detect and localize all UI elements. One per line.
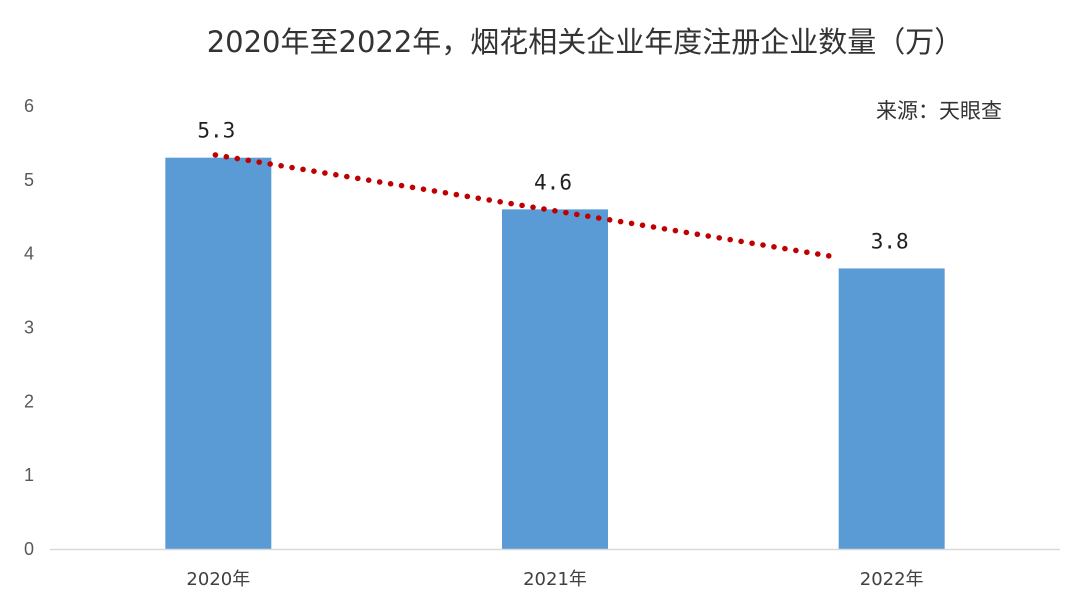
x-axis-ticks: 2020年 2021年 2022年 [186, 569, 923, 590]
y-tick-label: 3 [24, 318, 34, 338]
y-tick-label: 6 [24, 96, 34, 116]
bar-series [165, 157, 945, 549]
y-tick-label: 1 [24, 465, 34, 485]
y-tick-label: 0 [24, 539, 34, 559]
data-labels: 5.3 4.6 3.8 [197, 119, 908, 254]
x-tick-label: 2020年 [186, 569, 250, 590]
bar [165, 157, 272, 549]
y-tick-label: 4 [24, 244, 34, 264]
data-label: 3.8 [871, 229, 909, 253]
chart-title: 2020年至2022年，烟花相关企业年度注册企业数量（万） [207, 25, 964, 59]
y-axis-ticks: 0 1 2 3 4 5 6 [24, 96, 34, 559]
bar [838, 268, 945, 549]
y-tick-label: 5 [24, 170, 34, 190]
bar [502, 209, 608, 549]
x-tick-label: 2021年 [523, 569, 587, 590]
x-tick-label: 2022年 [860, 569, 924, 590]
y-tick-label: 2 [24, 391, 34, 411]
data-label: 5.3 [197, 119, 235, 143]
chart-source: 来源：天眼查 [876, 99, 1002, 123]
data-label: 4.6 [534, 170, 572, 194]
